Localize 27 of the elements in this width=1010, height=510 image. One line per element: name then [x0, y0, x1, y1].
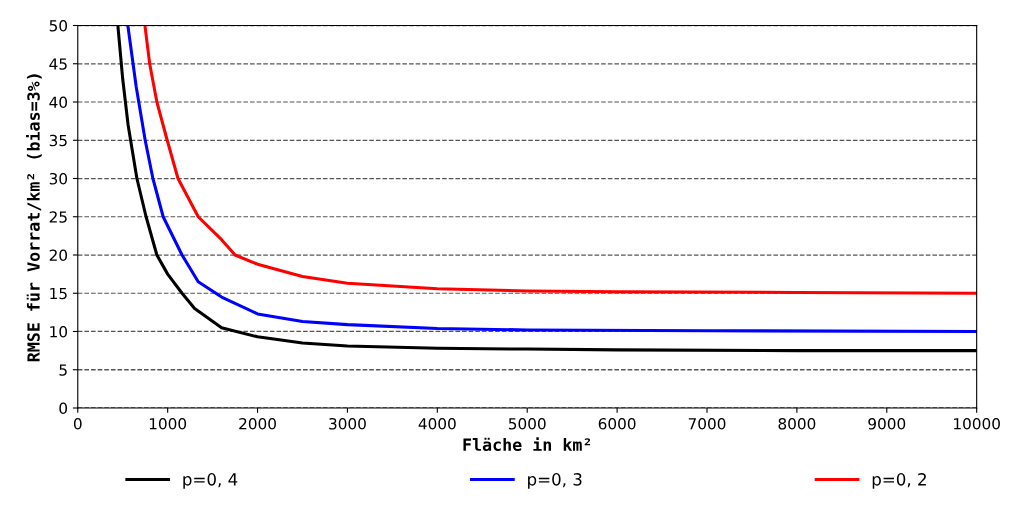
x-tick-label: 6000: [598, 417, 636, 430]
y-tick-label: 35: [49, 134, 67, 147]
y-tick-label: 50: [49, 19, 68, 32]
x-tick-label: 1000: [149, 417, 187, 430]
x-tick-label: 8000: [778, 417, 816, 430]
y-tick-label: 25: [49, 211, 67, 223]
legend-label: p=0, 4: [183, 473, 238, 489]
x-tick-label: 2000: [239, 417, 276, 430]
y-tick-label: 10: [50, 325, 68, 338]
y-tick-label: 0: [59, 402, 68, 415]
y-tick-label: 5: [59, 364, 67, 376]
legend-label: p=0, 2: [872, 473, 926, 489]
y-tick-label: 30: [49, 172, 68, 185]
y-tick-label: 45: [49, 58, 67, 70]
y-tick-label: 20: [49, 249, 68, 262]
x-tick-label: 7000: [688, 417, 726, 430]
legend-label: p=0, 3: [528, 473, 582, 489]
x-axis-title: Fläche in km²: [463, 437, 591, 451]
x-tick-label: 4000: [418, 417, 456, 430]
x-tick-label: 3000: [329, 417, 366, 430]
y-axis-title: RMSE für Vorrat/km² (bias=3%): [26, 74, 42, 362]
x-tick-label: 9000: [868, 417, 906, 430]
y-tick-label: 40: [49, 96, 68, 109]
x-tick-label: 10000: [954, 417, 1000, 430]
x-tick-label: 5000: [508, 417, 546, 430]
y-tick-label: 15: [50, 287, 67, 300]
x-tick-label: 0: [73, 417, 82, 430]
